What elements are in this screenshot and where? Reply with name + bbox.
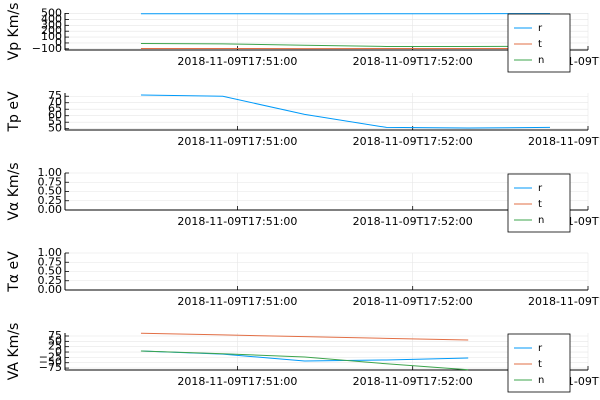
legend-label: n [538, 375, 544, 386]
y-tick-label: 0 [55, 36, 62, 49]
y-tick-label: 0.75 [38, 255, 63, 268]
y-tick-label: 0.25 [38, 274, 63, 287]
legend-label: n [538, 215, 544, 226]
y-tick-label: 0.50 [38, 185, 63, 198]
y-tick-label: 65 [48, 102, 62, 115]
x-tick-label: 2018-11-09T17:51:00 [177, 215, 297, 228]
y-tick-label: −75 [39, 361, 62, 374]
legend-box [507, 13, 571, 73]
y-tick-label: −100 [32, 42, 62, 55]
x-tick-label: 2018-11-09T17:52:00 [353, 135, 473, 148]
x-tick-label: 2018-11-09T17:52:00 [353, 55, 473, 68]
y-tick-label: 400 [41, 12, 62, 25]
y-tick-label: 500 [41, 7, 62, 20]
y-tick-label: 1.00 [38, 246, 63, 259]
y-tick-label: 0.75 [38, 175, 63, 188]
series-line [140, 43, 551, 47]
y-tick-label: 75 [48, 329, 62, 342]
y-tick-label: 60 [48, 109, 62, 122]
y-axis-label: Tα eV [6, 251, 22, 293]
legend-label: r [538, 183, 543, 194]
legend-label: r [538, 23, 543, 34]
y-tick-label: 50 [48, 122, 62, 135]
y-tick-label: 0.50 [38, 265, 63, 278]
legend-label: t [538, 39, 542, 50]
series-line [140, 94, 551, 129]
y-tick-label: 25 [48, 340, 62, 353]
y-tick-label: −50 [39, 356, 62, 369]
legend-box [507, 333, 571, 393]
y-tick-label: 50 [48, 334, 62, 347]
legend-box [507, 173, 571, 233]
y-tick-label: 0.25 [38, 194, 63, 207]
legend-label: n [538, 55, 544, 66]
y-tick-label: −25 [39, 350, 62, 363]
series-line [140, 332, 469, 341]
x-tick-label: 2018-11-09T17:52:00 [353, 215, 473, 228]
y-tick-label: 1.00 [38, 166, 63, 179]
legend-label: r [538, 343, 543, 354]
y-tick-label: 0 [55, 345, 62, 358]
x-tick-label: 2018-11-09T17:53:00 [528, 295, 600, 308]
y-tick-label: 75 [48, 89, 62, 102]
y-tick-label: 300 [41, 18, 62, 31]
x-tick-label: 2018-11-09T17:51:00 [177, 135, 297, 148]
y-tick-label: 0.00 [38, 283, 63, 296]
y-tick-label: 55 [48, 115, 62, 128]
y-axis-label: Tp eV [6, 91, 22, 133]
x-tick-label: 2018-11-09T17:52:00 [353, 375, 473, 388]
y-axis-label: Vp Km/s [6, 3, 22, 61]
x-tick-label: 2018-11-09T17:51:00 [177, 375, 297, 388]
x-tick-label: 2018-11-09T17:51:00 [177, 55, 297, 68]
series-line [140, 350, 469, 371]
y-tick-label: 70 [48, 96, 62, 109]
y-tick-label: 200 [41, 24, 62, 37]
y-tick-label: 0.00 [38, 203, 63, 216]
y-tick-label: 100 [41, 30, 62, 43]
x-tick-label: 2018-11-09T17:52:00 [353, 295, 473, 308]
legend-label: t [538, 359, 542, 370]
legend-label: t [538, 199, 542, 210]
y-axis-label: VA Km/s [6, 323, 22, 381]
x-tick-label: 2018-11-09T17:53:00 [528, 135, 600, 148]
y-axis-label: Vα Km/s [6, 162, 22, 220]
x-tick-label: 2018-11-09T17:51:00 [177, 295, 297, 308]
